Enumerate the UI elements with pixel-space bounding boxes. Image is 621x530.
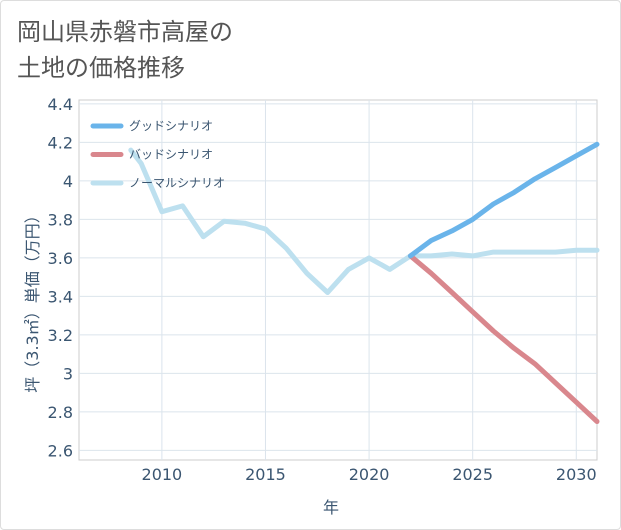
y-tick-label: 2.8 [48, 403, 73, 422]
legend-label: グッドシナリオ [129, 119, 213, 133]
y-tick-label: 4.4 [48, 95, 73, 114]
x-tick-label: 2010 [142, 465, 183, 484]
x-tick-label: 2015 [245, 465, 286, 484]
legend-label: バッドシナリオ [129, 148, 213, 162]
y-tick-label: 3.2 [48, 326, 73, 345]
y-tick-label: 3.8 [48, 210, 73, 229]
chart-title: 岡山県赤磐市高屋の 土地の価格推移 [17, 18, 233, 82]
series-lines [128, 141, 600, 424]
x-axis-title: 年 [323, 498, 339, 517]
series-line-0 [408, 141, 600, 259]
y-tick-label: 3 [63, 364, 73, 383]
y-tick-label: 3.6 [48, 249, 73, 268]
series-line-1 [408, 253, 600, 424]
x-tick-label: 2020 [349, 465, 390, 484]
y-tick-label: 4.2 [48, 133, 73, 152]
y-axis-title: 坪（3.3㎡）単価（万円） [23, 207, 42, 392]
y-tick-label: 2.6 [48, 441, 73, 460]
x-tick-label: 2030 [556, 465, 597, 484]
y-tick-label: 4 [63, 172, 73, 191]
y-tick-label: 3.4 [48, 287, 73, 306]
series-line-2 [128, 147, 600, 295]
x-tick-label: 2025 [452, 465, 493, 484]
axis-tick-labels: 2.6 2.8 3 3.2 3.4 3.6 3.8 4 4.2 4.4 2010 2015 2020 20… [48, 95, 597, 484]
legend-label: ノーマルシナリオ [129, 176, 225, 190]
grid-lines [79, 100, 597, 460]
